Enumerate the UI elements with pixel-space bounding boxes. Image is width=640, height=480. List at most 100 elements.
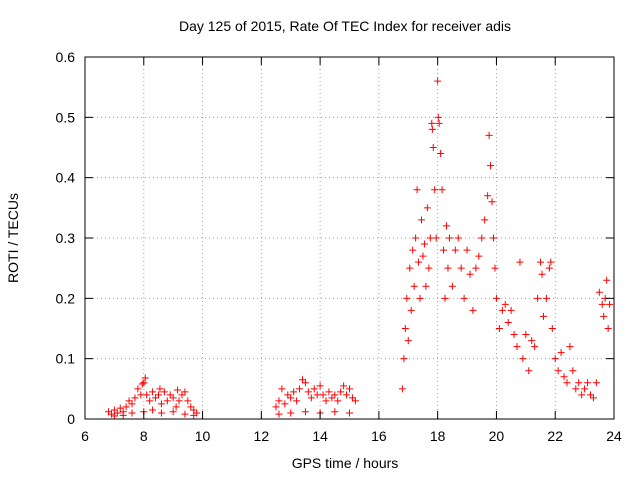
- data-point: [119, 411, 127, 419]
- x-tick-label: 22: [547, 428, 563, 444]
- data-point: [140, 379, 148, 387]
- data-point: [422, 282, 430, 290]
- data-point: [316, 382, 324, 390]
- data-point: [475, 252, 483, 260]
- data-point: [554, 367, 562, 375]
- data-point: [412, 234, 420, 242]
- data-point: [466, 270, 474, 278]
- data-point: [290, 388, 298, 396]
- data-point: [301, 408, 309, 416]
- y-tick-label: 0.2: [56, 290, 76, 306]
- data-points: [105, 77, 614, 420]
- data-point: [334, 397, 342, 405]
- data-point: [498, 306, 506, 314]
- data-point: [460, 294, 468, 302]
- data-point: [160, 388, 168, 396]
- data-point: [432, 234, 440, 242]
- x-tick-label: 10: [195, 428, 211, 444]
- x-axis-label: GPS time / hours: [292, 455, 399, 471]
- data-point: [128, 409, 136, 417]
- data-point: [401, 325, 409, 332]
- data-point: [166, 391, 174, 399]
- data-point: [146, 397, 154, 405]
- data-point: [184, 397, 192, 405]
- data-point: [351, 397, 359, 405]
- data-point: [137, 391, 145, 399]
- data-point: [128, 400, 136, 408]
- data-point: [281, 400, 289, 408]
- data-point: [190, 411, 198, 419]
- data-point: [174, 386, 182, 394]
- y-tick-label: 0: [67, 411, 75, 427]
- x-tick-label: 18: [430, 428, 446, 444]
- y-tick-labels: 0 0.1 0.2 0.3 0.4 0.5 0.6: [56, 49, 76, 427]
- data-point: [428, 119, 436, 127]
- data-point: [538, 270, 546, 278]
- data-point: [287, 394, 295, 402]
- data-point: [510, 331, 518, 339]
- data-point: [563, 379, 571, 387]
- data-point: [551, 355, 559, 363]
- data-point: [592, 379, 600, 387]
- data-point: [420, 240, 428, 248]
- data-point: [431, 186, 439, 194]
- data-point: [548, 325, 556, 332]
- y-tick-label: 0.1: [56, 351, 76, 367]
- data-point: [310, 385, 318, 393]
- data-point: [487, 162, 495, 170]
- data-point: [586, 391, 594, 399]
- data-point: [406, 264, 414, 272]
- y-tick-label: 0.5: [56, 109, 76, 125]
- data-point: [293, 397, 301, 405]
- data-point: [328, 394, 336, 402]
- data-point: [409, 246, 417, 254]
- x-tick-label: 6: [81, 428, 89, 444]
- data-point: [445, 234, 453, 242]
- data-point: [537, 258, 545, 266]
- data-point: [322, 397, 330, 405]
- data-point: [131, 394, 139, 402]
- y-tick-label: 0.4: [56, 170, 76, 186]
- data-point: [116, 404, 124, 412]
- data-point: [404, 337, 412, 345]
- data-point: [296, 385, 304, 393]
- data-point: [275, 410, 283, 418]
- data-point: [442, 222, 450, 230]
- data-point: [337, 388, 345, 396]
- data-point: [113, 409, 121, 417]
- data-point: [485, 131, 493, 139]
- data-point: [437, 150, 445, 158]
- data-point: [325, 388, 333, 396]
- data-point: [584, 379, 592, 387]
- data-point: [313, 391, 321, 399]
- data-point: [275, 397, 283, 405]
- data-point: [547, 258, 555, 266]
- data-point: [603, 276, 611, 284]
- data-point: [181, 388, 189, 396]
- x-tick-label: 20: [489, 428, 505, 444]
- data-point: [560, 373, 568, 381]
- data-point: [429, 144, 437, 151]
- y-axis-label: ROTI / TECUs: [5, 193, 21, 283]
- data-point: [545, 264, 553, 272]
- data-point: [504, 318, 512, 326]
- data-point: [522, 331, 530, 339]
- data-point: [595, 288, 603, 296]
- data-point: [569, 367, 577, 375]
- data-point: [557, 349, 565, 357]
- x-tick-label: 14: [312, 428, 328, 444]
- data-point: [589, 394, 597, 402]
- data-point: [434, 113, 442, 121]
- data-point: [143, 391, 151, 399]
- data-point: [187, 403, 195, 411]
- data-point: [319, 391, 327, 399]
- data-point: [519, 355, 527, 363]
- data-point: [575, 379, 583, 387]
- data-point: [600, 312, 608, 320]
- data-point: [175, 397, 183, 405]
- data-point: [451, 246, 459, 254]
- data-point: [163, 397, 171, 405]
- data-point: [578, 391, 586, 399]
- data-point: [272, 403, 280, 411]
